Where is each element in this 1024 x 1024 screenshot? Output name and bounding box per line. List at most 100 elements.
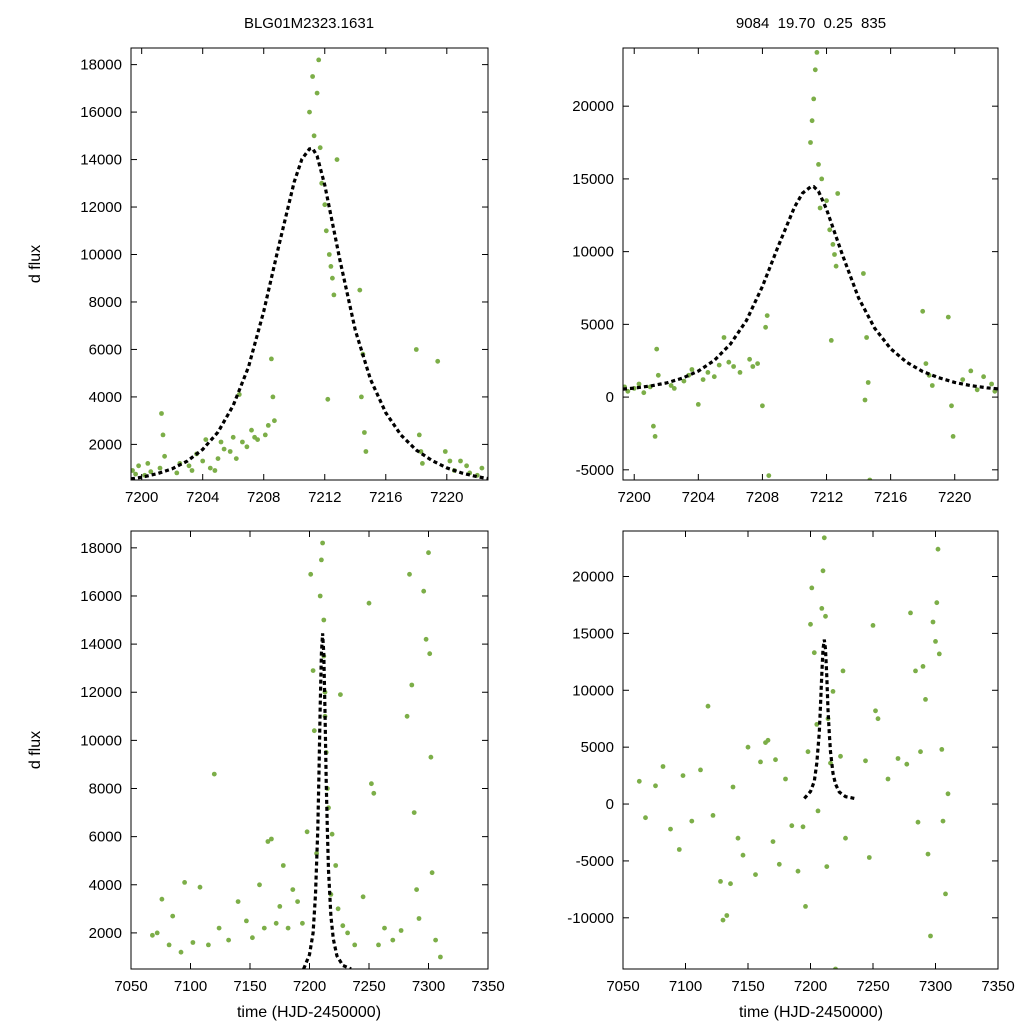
y-tick-label: 2000 xyxy=(89,925,122,942)
data-point xyxy=(148,469,154,475)
x-axis: 7050 7100 7150 7200 7250 7300 7350 xyxy=(114,531,505,995)
data-point xyxy=(136,463,142,469)
data-point xyxy=(949,403,954,409)
data-point xyxy=(750,364,756,369)
x-axis: 7200 7204 7208 7212 7216 7220 xyxy=(125,48,463,506)
data-point xyxy=(873,708,878,714)
data-point xyxy=(244,918,249,924)
data-point xyxy=(830,242,836,247)
data-point xyxy=(308,571,314,577)
data-point xyxy=(269,836,274,842)
data-point xyxy=(416,432,422,438)
x-tick-label: 7050 xyxy=(114,978,147,995)
data-point xyxy=(240,439,245,445)
data-point xyxy=(740,852,746,858)
data-point xyxy=(319,180,325,186)
data-point xyxy=(821,535,827,541)
y-tick-label: 4000 xyxy=(89,389,122,406)
x-tick-label: 7100 xyxy=(174,978,207,995)
y-tick-label: 14000 xyxy=(80,152,122,169)
data-point xyxy=(833,263,839,269)
data-point xyxy=(800,824,806,830)
data-point xyxy=(433,937,438,943)
data-point xyxy=(314,90,320,96)
data-point xyxy=(227,449,233,454)
data-point xyxy=(197,884,203,890)
x-tick-label: 7208 xyxy=(746,489,779,506)
data-point xyxy=(317,145,323,151)
data-point xyxy=(833,966,838,969)
data-point xyxy=(814,722,820,727)
data-point xyxy=(170,913,176,919)
data-point xyxy=(819,176,825,182)
data-point xyxy=(295,899,300,904)
data-point xyxy=(913,668,918,674)
data-point xyxy=(166,942,172,948)
x-axis-label: time (HJD-2450000) xyxy=(739,1004,883,1021)
y-tick-label: 12000 xyxy=(80,199,122,216)
data-point xyxy=(311,133,317,139)
data-point xyxy=(653,783,658,789)
data-point xyxy=(189,468,195,473)
data-point xyxy=(435,358,441,364)
data-point xyxy=(317,593,323,599)
y-tick-label: 2000 xyxy=(89,436,122,453)
data-point xyxy=(945,314,951,320)
y-axis-label: d flux xyxy=(27,731,44,769)
x-tick-label: 7212 xyxy=(810,489,843,506)
data-point xyxy=(915,819,921,825)
data-point xyxy=(824,198,829,204)
data-point xyxy=(828,338,834,343)
data-point xyxy=(162,453,168,459)
data-point xyxy=(680,773,686,778)
data-point xyxy=(940,818,946,824)
data-point xyxy=(328,264,334,269)
data-point xyxy=(285,925,291,931)
x-tick-label: 7250 xyxy=(856,978,889,995)
data-point xyxy=(249,427,254,433)
data-point xyxy=(333,863,339,868)
data-point xyxy=(250,935,255,941)
data-point xyxy=(215,456,221,461)
data-point xyxy=(280,863,286,868)
data-point xyxy=(705,370,711,375)
data-point xyxy=(811,96,817,102)
data-point xyxy=(438,954,443,960)
y-tick-label: 20000 xyxy=(572,98,614,115)
data-point xyxy=(935,546,941,552)
data-point xyxy=(409,682,415,688)
data-point xyxy=(721,335,727,340)
data-point xyxy=(159,411,164,416)
plot-frame xyxy=(130,47,489,481)
data-point xyxy=(835,191,841,196)
y-axis: 2000 4000 6000 8000 10000 12000 14000 16000 1800… xyxy=(80,540,488,942)
data-point xyxy=(233,456,239,461)
data-point xyxy=(150,932,155,938)
data-points xyxy=(623,50,998,480)
data-point xyxy=(340,923,346,929)
data-point xyxy=(838,753,843,759)
data-point xyxy=(885,776,891,782)
model-curve xyxy=(803,639,855,800)
data-point xyxy=(325,396,331,402)
data-point xyxy=(668,826,673,832)
data-point xyxy=(830,689,836,694)
data-point xyxy=(819,606,825,611)
data-point xyxy=(320,540,325,546)
data-point xyxy=(711,374,717,380)
data-point xyxy=(795,868,801,874)
data-point xyxy=(316,57,322,63)
data-point xyxy=(418,449,424,454)
data-point xyxy=(334,157,340,163)
data-point xyxy=(272,418,277,424)
y-tick-label: 18000 xyxy=(80,57,122,74)
panel-title: BLG01M2323.1631 xyxy=(244,15,374,32)
data-point xyxy=(186,463,192,469)
x-tick-label: 7350 xyxy=(981,978,1014,995)
data-point xyxy=(904,761,910,767)
x-tick-label: 7216 xyxy=(874,489,907,506)
data-point xyxy=(758,759,763,765)
data-point xyxy=(823,613,828,619)
data-point xyxy=(934,600,940,606)
data-point xyxy=(290,887,296,892)
